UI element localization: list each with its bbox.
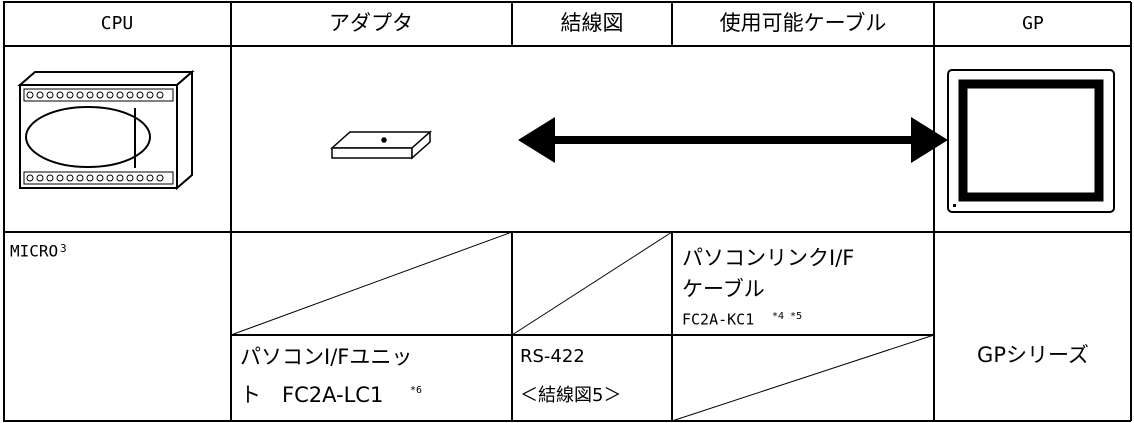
cable-model: FC2A-KC1 [682,311,754,329]
connection-arrow [518,117,948,163]
plc-icon [17,69,195,191]
wiring-text: ＜結線図5＞ [520,385,621,406]
cable-text: パソコンリンクI/F [682,246,854,270]
headers: CPU アダプタ 結線図 使用可能ケーブル GP [101,11,1044,35]
gp-icon [947,69,1115,213]
header-cell: 結線図 [561,11,624,35]
cable-notes: *4 *5 [772,311,802,322]
header-cell: 使用可能ケーブル [720,11,887,35]
header-cell: CPU [101,13,134,34]
adapter-icon [330,130,432,160]
adapter-text: ト FC2A-LC1 [240,383,383,407]
adapter-note: *6 [410,385,422,396]
cable-text: ケーブル [682,277,765,301]
wiring-text: RS-422 [520,346,585,367]
header-cell: GP [1022,13,1044,34]
cpu-sup: 3 [60,242,67,255]
adapter-text: パソコンI/Fユニッ [240,345,412,369]
cpu-name: MICRO [10,242,58,261]
gp-series: GPシリーズ [977,343,1089,367]
header-cell: アダプタ [329,11,413,35]
table-grid [3,1,1132,422]
